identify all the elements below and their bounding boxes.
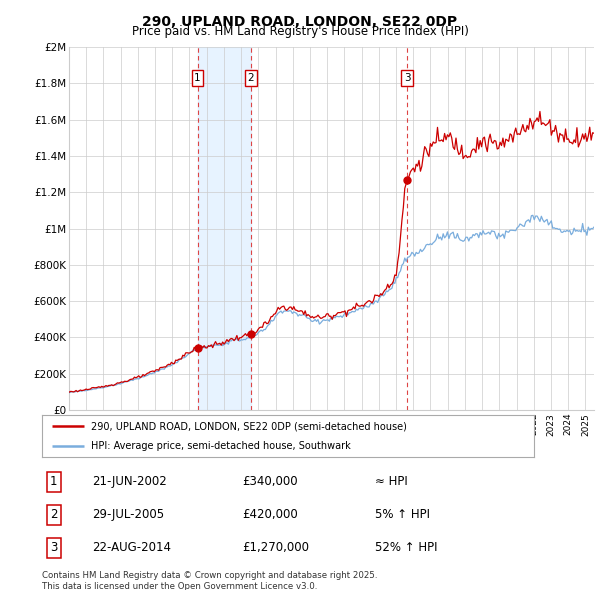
Text: 3: 3 — [404, 73, 410, 83]
Text: £1,270,000: £1,270,000 — [242, 541, 310, 555]
Text: 21-JUN-2002: 21-JUN-2002 — [92, 475, 167, 489]
Text: 5% ↑ HPI: 5% ↑ HPI — [374, 508, 430, 522]
Text: 22-AUG-2014: 22-AUG-2014 — [92, 541, 171, 555]
Text: 2: 2 — [50, 508, 58, 522]
Text: 1: 1 — [194, 73, 201, 83]
Text: 290, UPLAND ROAD, LONDON, SE22 0DP (semi-detached house): 290, UPLAND ROAD, LONDON, SE22 0DP (semi… — [91, 421, 407, 431]
Text: 52% ↑ HPI: 52% ↑ HPI — [374, 541, 437, 555]
Bar — [197, 47, 251, 410]
Text: £420,000: £420,000 — [242, 508, 298, 522]
Text: HPI: Average price, semi-detached house, Southwark: HPI: Average price, semi-detached house,… — [91, 441, 351, 451]
Text: 2: 2 — [248, 73, 254, 83]
Text: Price paid vs. HM Land Registry's House Price Index (HPI): Price paid vs. HM Land Registry's House … — [131, 25, 469, 38]
Text: Contains HM Land Registry data © Crown copyright and database right 2025.
This d: Contains HM Land Registry data © Crown c… — [42, 571, 377, 590]
Text: 29-JUL-2005: 29-JUL-2005 — [92, 508, 164, 522]
Text: 1: 1 — [50, 475, 58, 489]
Text: 3: 3 — [50, 541, 58, 555]
Text: £340,000: £340,000 — [242, 475, 298, 489]
Text: ≈ HPI: ≈ HPI — [374, 475, 407, 489]
Text: 290, UPLAND ROAD, LONDON, SE22 0DP: 290, UPLAND ROAD, LONDON, SE22 0DP — [142, 15, 458, 29]
